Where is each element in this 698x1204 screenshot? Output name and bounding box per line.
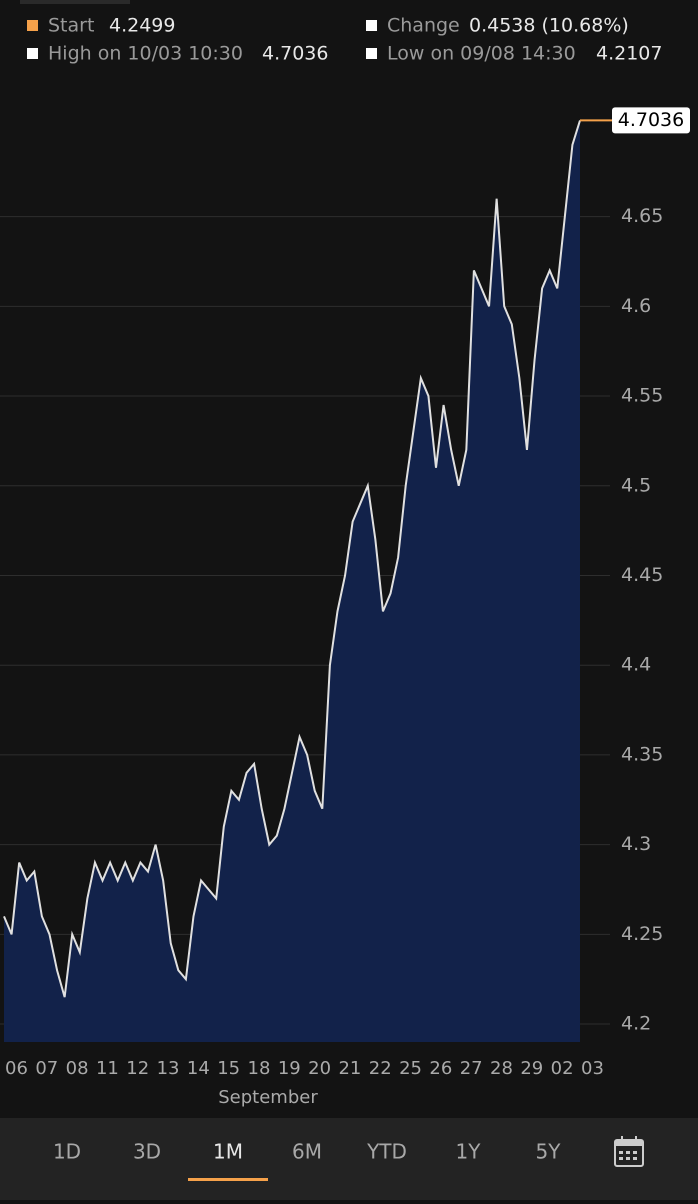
change-label: Change <box>387 15 460 37</box>
selected-tab-underline <box>188 1178 268 1181</box>
range-tab[interactable]: 6M <box>292 1140 322 1164</box>
x-tick-label: 25 <box>399 1058 422 1079</box>
y-tick-label: 4.5 <box>621 474 651 496</box>
x-tick-label: 28 <box>490 1058 513 1079</box>
high-swatch <box>27 48 38 59</box>
high-value: 4.7036 <box>262 43 328 65</box>
x-tick-label: 27 <box>460 1058 483 1079</box>
y-tick-label: 4.3 <box>621 833 651 855</box>
range-tab[interactable]: 1M <box>213 1140 243 1164</box>
y-tick-label: 4.35 <box>621 743 663 765</box>
low-value: 4.2107 <box>596 43 662 65</box>
low-label: Low on 09/08 14:30 <box>387 43 576 65</box>
x-axis-label: September <box>218 1087 318 1108</box>
x-tick-label: 12 <box>126 1058 149 1079</box>
tab-group: 1D 3D 1M 6M YTD 1Y 5Y <box>53 1140 562 1181</box>
range-tab[interactable]: 1Y <box>456 1140 482 1164</box>
start-swatch <box>27 20 38 31</box>
y-tick-label: 4.4 <box>621 654 651 676</box>
x-tick-label: 18 <box>248 1058 271 1079</box>
plot: 4.2 4.25 4.3 4.35 4.4 4.45 4.5 4.55 4.6 4.65 06 07 0… <box>0 107 690 1079</box>
x-tick-label: 15 <box>217 1058 240 1079</box>
tab-bar <box>0 1118 698 1200</box>
start-label: Start <box>48 15 94 37</box>
range-tab[interactable]: YTD <box>366 1140 407 1164</box>
current-value-box <box>612 107 690 134</box>
low-swatch <box>366 48 377 59</box>
price-line <box>3 120 581 998</box>
x-tick-label: 22 <box>369 1058 392 1079</box>
start-value: 4.2499 <box>109 15 175 37</box>
range-tab[interactable]: 1D <box>53 1140 81 1164</box>
x-tick-label: 29 <box>520 1058 543 1079</box>
high-label: High on 10/03 10:30 <box>48 43 243 65</box>
calendar-days <box>619 1151 637 1160</box>
change-value: 0.4538 (10.68%) <box>469 15 629 37</box>
y-tick-label: 4.6 <box>621 295 651 317</box>
x-tick-label: 08 <box>66 1058 89 1079</box>
x-tick-label: 13 <box>157 1058 180 1079</box>
current-value-label: 4.7036 <box>618 109 684 131</box>
range-tab[interactable]: 3D <box>133 1140 161 1164</box>
change-swatch <box>366 20 377 31</box>
x-tick-label: 02 <box>551 1058 574 1079</box>
y-tick-label: 4.45 <box>621 564 663 586</box>
x-tick-label: 07 <box>35 1058 58 1079</box>
y-tick-label: 4.65 <box>621 205 663 227</box>
y-tick-label: 4.55 <box>621 385 663 407</box>
x-tick-label: 19 <box>278 1058 301 1079</box>
calendar-top <box>615 1140 643 1146</box>
x-tick-label: 11 <box>96 1058 119 1079</box>
area-fill <box>4 120 580 1042</box>
x-tick-label: 26 <box>429 1058 452 1079</box>
y-tick-label: 4.25 <box>621 923 663 945</box>
calendar-icon[interactable] <box>614 1136 644 1167</box>
top-tab-hint <box>20 0 130 4</box>
x-tick-label: 14 <box>187 1058 210 1079</box>
x-tick-label: 21 <box>338 1058 361 1079</box>
y-tick-label: 4.2 <box>621 1013 651 1035</box>
x-tick-label: 20 <box>308 1058 331 1079</box>
x-tick-label: 03 <box>581 1058 604 1079</box>
x-tick-label: 06 <box>5 1058 28 1079</box>
range-tab[interactable]: 5Y <box>536 1140 562 1164</box>
